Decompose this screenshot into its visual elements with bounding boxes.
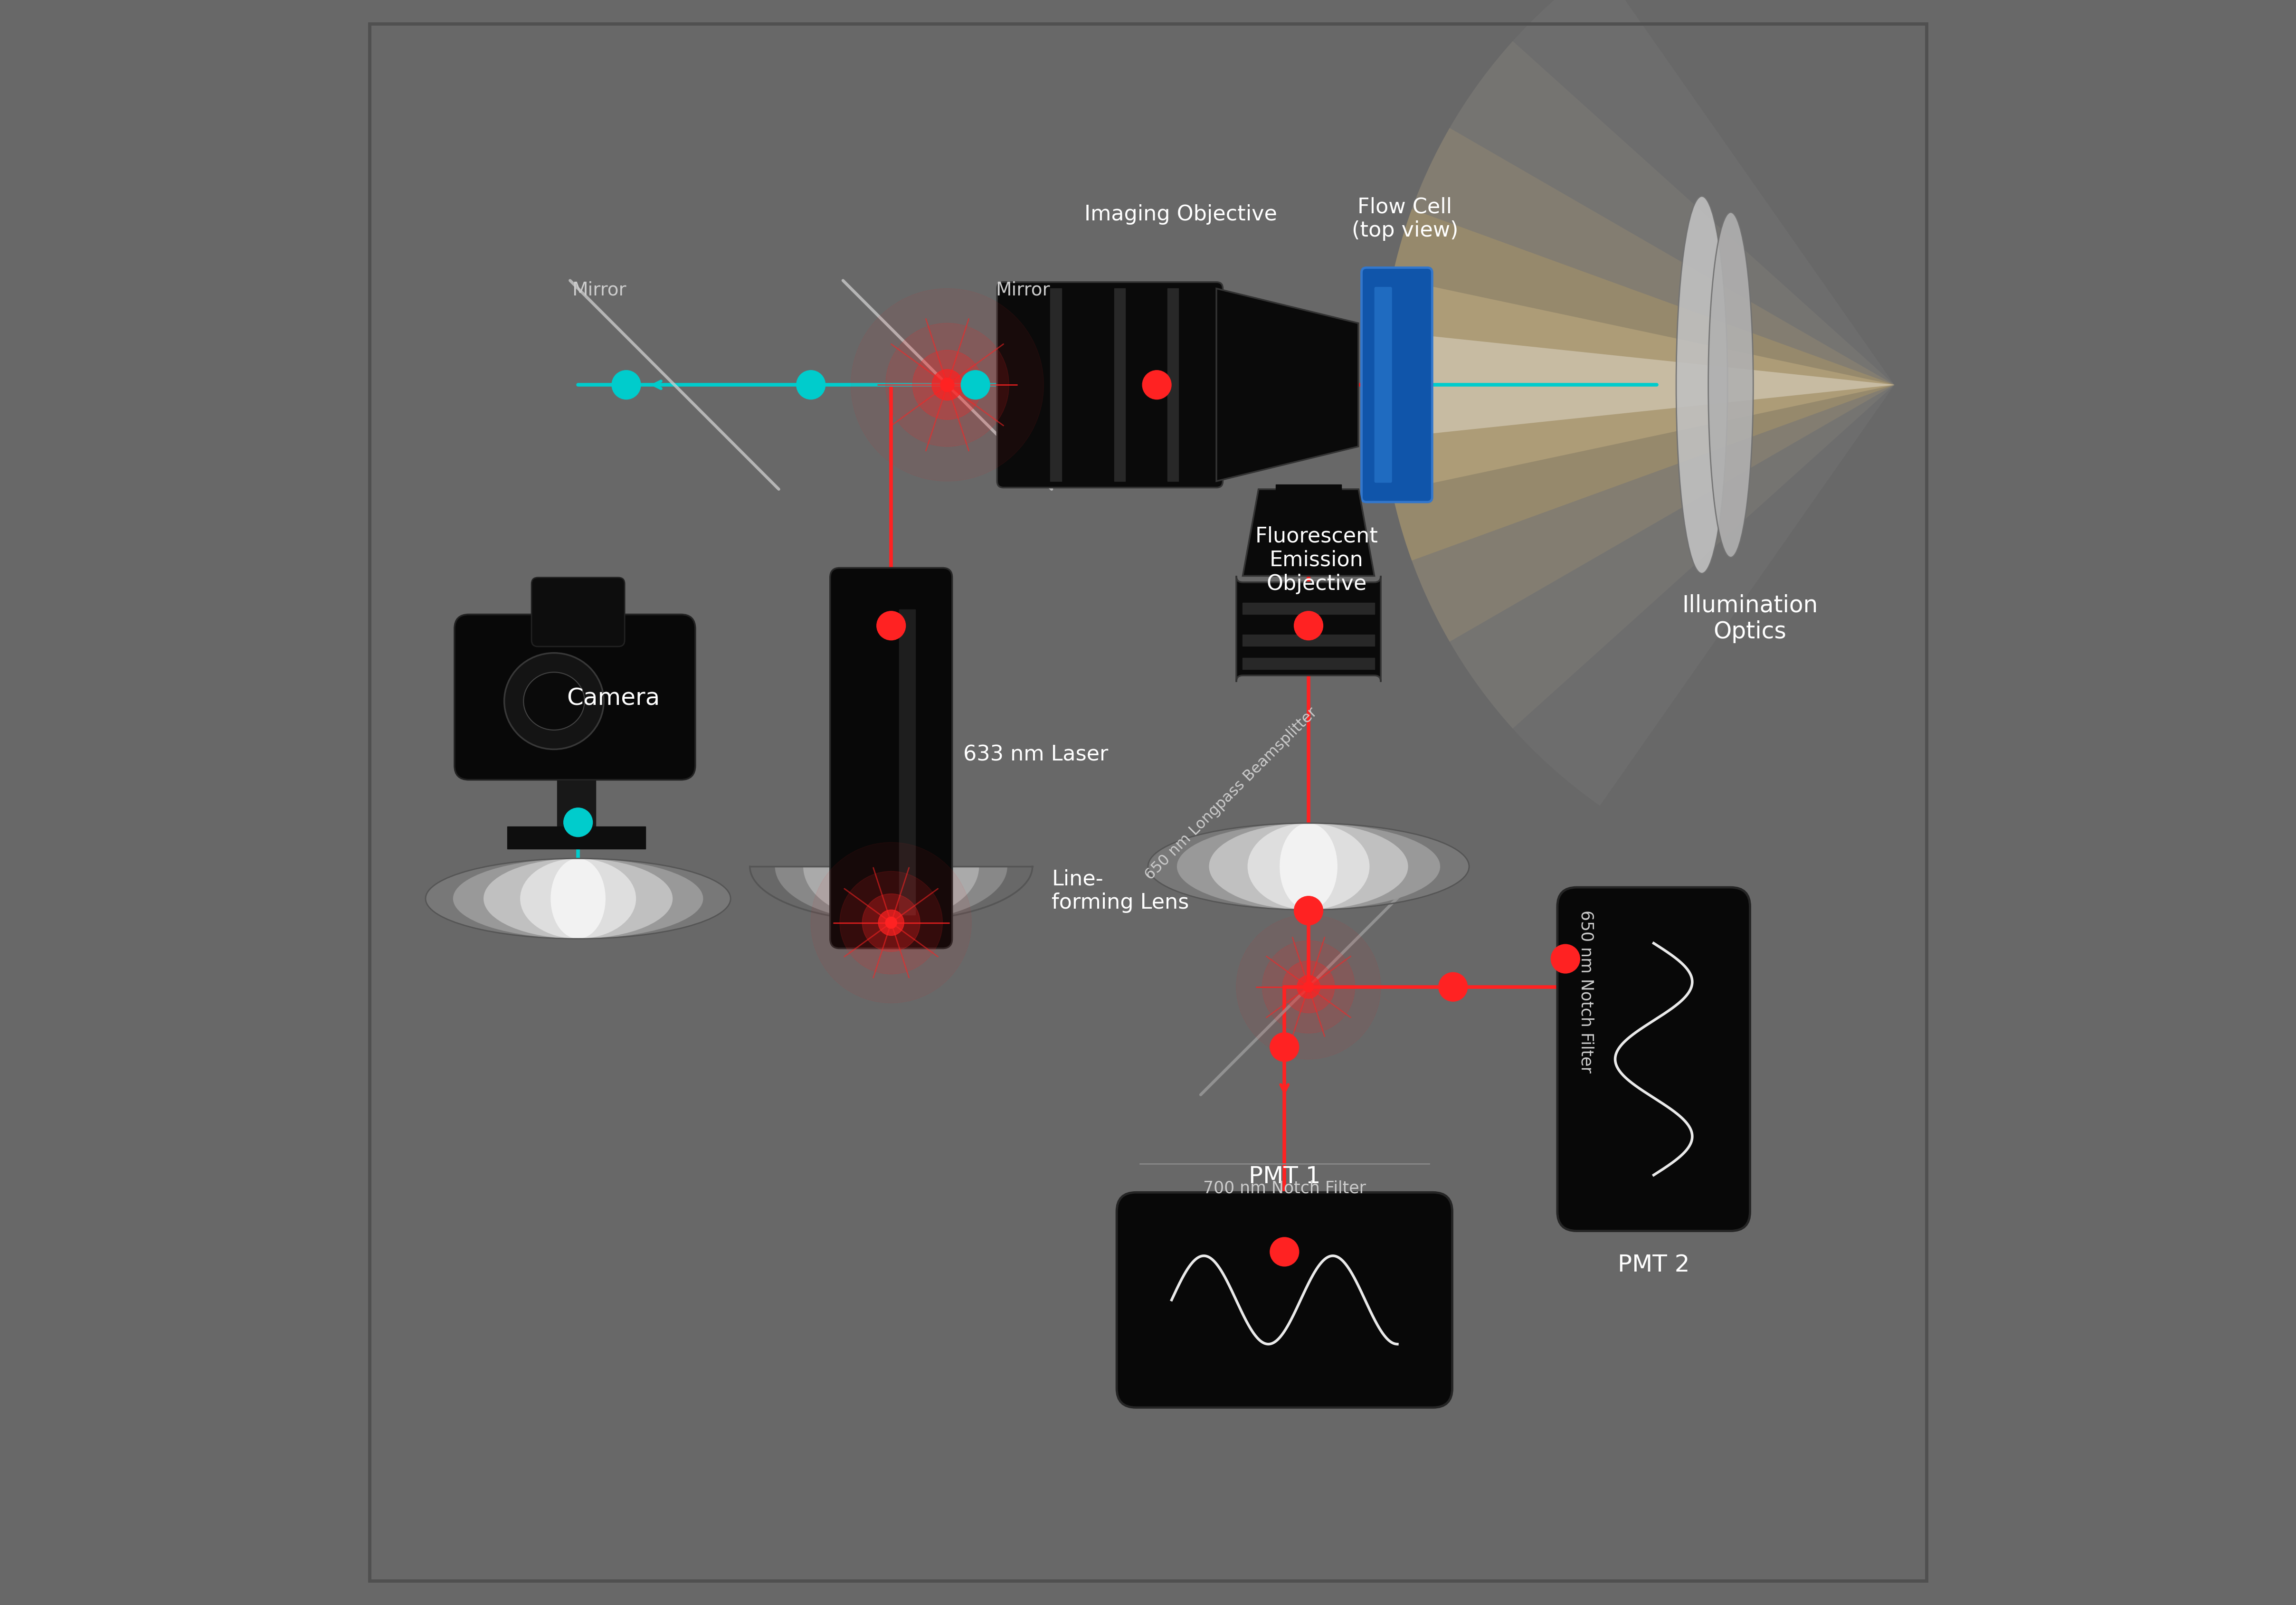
Circle shape [877, 612, 905, 640]
Text: Fluorescent
Emission
Objective: Fluorescent Emission Objective [1256, 526, 1378, 594]
Bar [1242, 636, 1375, 647]
Ellipse shape [1178, 823, 1440, 910]
Ellipse shape [1279, 823, 1339, 910]
Wedge shape [1380, 42, 1894, 729]
Text: 633 nm Laser: 633 nm Laser [964, 745, 1109, 764]
FancyBboxPatch shape [1557, 888, 1750, 1231]
Bar [1049, 289, 1061, 482]
Bar [1114, 289, 1125, 482]
Circle shape [1235, 915, 1380, 1059]
Circle shape [886, 324, 1008, 446]
Circle shape [941, 379, 955, 392]
Text: Flow Cell
(top view): Flow Cell (top view) [1352, 197, 1458, 241]
Circle shape [932, 369, 962, 401]
Circle shape [1552, 944, 1580, 973]
Polygon shape [1242, 490, 1375, 576]
FancyBboxPatch shape [996, 282, 1224, 488]
Text: Line-
forming Lens: Line- forming Lens [1052, 868, 1189, 913]
Text: 650 nm Longpass Beamsplitter: 650 nm Longpass Beamsplitter [1143, 705, 1320, 883]
Bar [558, 764, 595, 835]
Circle shape [879, 910, 905, 936]
Bar [1242, 603, 1375, 615]
Bar [1242, 658, 1375, 669]
Circle shape [852, 289, 1045, 482]
Wedge shape [1380, 278, 1894, 493]
Ellipse shape [551, 859, 606, 939]
Circle shape [1295, 612, 1322, 640]
Ellipse shape [1247, 823, 1368, 910]
FancyBboxPatch shape [831, 568, 953, 949]
Polygon shape [751, 867, 1033, 921]
Wedge shape [1380, 128, 1894, 642]
Polygon shape [863, 867, 918, 921]
Circle shape [1270, 1237, 1300, 1266]
Text: Camera: Camera [567, 687, 659, 709]
Text: PMT 1: PMT 1 [1249, 1165, 1320, 1188]
Circle shape [886, 916, 898, 929]
Polygon shape [836, 867, 948, 921]
Circle shape [1297, 976, 1320, 998]
Circle shape [1263, 941, 1355, 1034]
FancyBboxPatch shape [1235, 576, 1380, 682]
Ellipse shape [1708, 213, 1754, 559]
Circle shape [962, 371, 990, 400]
Circle shape [1304, 982, 1313, 992]
Circle shape [840, 872, 944, 974]
Text: 700 nm Notch Filter: 700 nm Notch Filter [1203, 1180, 1366, 1196]
Ellipse shape [1676, 197, 1727, 573]
Text: Illumination
Optics: Illumination Optics [1683, 594, 1818, 644]
FancyBboxPatch shape [455, 615, 696, 780]
Ellipse shape [1148, 823, 1469, 910]
FancyBboxPatch shape [1362, 268, 1433, 502]
Text: 650 nm Notch Filter: 650 nm Notch Filter [1577, 910, 1593, 1072]
Bar [1277, 485, 1341, 530]
Circle shape [912, 350, 983, 421]
Text: Imaging Objective: Imaging Objective [1084, 204, 1277, 225]
Wedge shape [1380, 210, 1894, 560]
FancyBboxPatch shape [1375, 287, 1391, 483]
Circle shape [1440, 973, 1467, 1002]
Ellipse shape [1210, 823, 1407, 910]
Ellipse shape [425, 859, 730, 939]
Wedge shape [1380, 332, 1894, 438]
Circle shape [1283, 961, 1334, 1013]
Ellipse shape [484, 859, 673, 939]
Circle shape [1143, 371, 1171, 400]
Ellipse shape [505, 653, 604, 750]
Ellipse shape [452, 859, 703, 939]
Polygon shape [804, 867, 978, 921]
Circle shape [797, 371, 824, 400]
Ellipse shape [523, 672, 585, 730]
Text: Mirror: Mirror [996, 281, 1049, 299]
FancyBboxPatch shape [533, 578, 625, 647]
Circle shape [810, 843, 971, 1003]
Ellipse shape [521, 859, 636, 939]
Bar [900, 610, 916, 915]
Circle shape [611, 371, 641, 400]
Circle shape [1295, 896, 1322, 924]
Polygon shape [776, 867, 1008, 921]
Circle shape [563, 807, 592, 838]
Text: Mirror: Mirror [572, 281, 627, 299]
Bar [507, 827, 645, 849]
Circle shape [1270, 1034, 1300, 1063]
Polygon shape [1217, 289, 1359, 482]
FancyBboxPatch shape [1116, 1193, 1453, 1408]
Bar [1166, 289, 1178, 482]
Circle shape [863, 894, 921, 952]
Text: PMT 2: PMT 2 [1619, 1254, 1690, 1276]
